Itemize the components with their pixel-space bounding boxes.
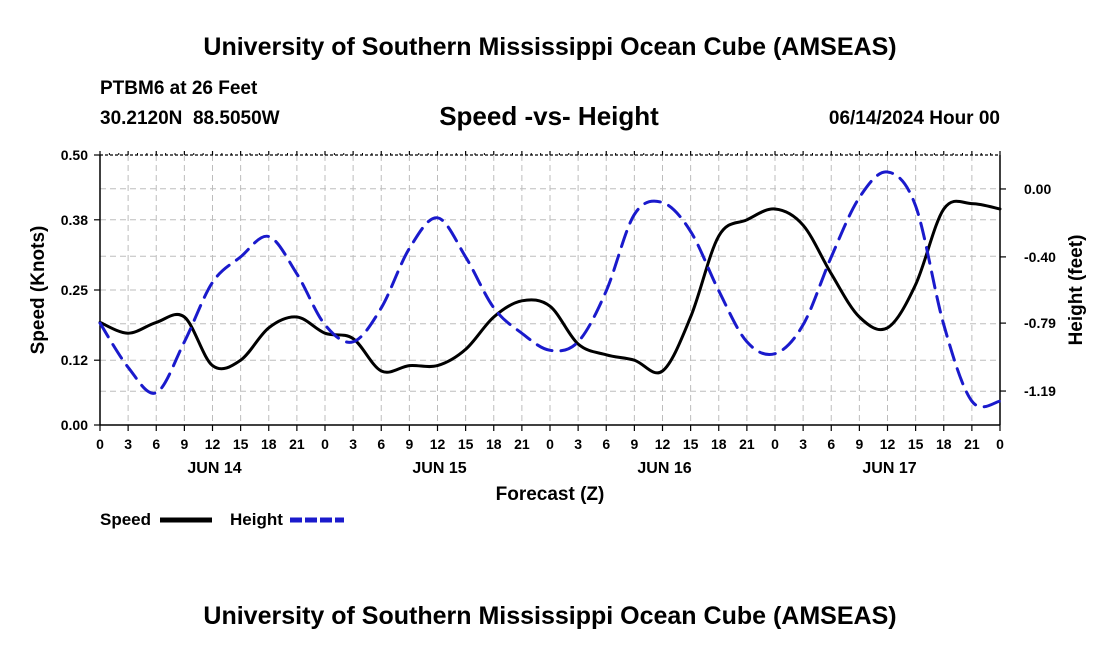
x-tick-label: 15 <box>683 436 699 452</box>
tick-marks <box>94 151 1006 431</box>
x-tick-label: 9 <box>630 436 638 452</box>
x-axis-label: Forecast (Z) <box>496 484 605 505</box>
series-line-speed <box>98 199 1002 375</box>
grid-lines <box>100 155 1000 425</box>
day-label: JUN 17 <box>862 460 916 477</box>
day-label: JUN 15 <box>412 460 466 477</box>
x-tick-label: 0 <box>996 436 1004 452</box>
x-tick-label: 15 <box>908 436 924 452</box>
x-tick-label: 3 <box>124 436 132 452</box>
legend-speed-label: Speed <box>100 510 151 529</box>
y-right-tick-label: -1.19 <box>1024 383 1056 399</box>
x-tick-label: 21 <box>514 436 530 452</box>
y-left-tick-label: 0.50 <box>61 147 88 163</box>
legend: Speed Height <box>100 510 344 529</box>
x-tick-label: 12 <box>205 436 221 452</box>
y-right-tick-label: -0.40 <box>1024 249 1056 265</box>
x-tick-label: 9 <box>405 436 413 452</box>
x-tick-label: 15 <box>458 436 474 452</box>
x-tick-label: 21 <box>964 436 980 452</box>
x-tick-label: 12 <box>430 436 446 452</box>
x-tick-label: 18 <box>711 436 727 452</box>
x-tick-label: 0 <box>771 436 779 452</box>
y-left-tick-label: 0.12 <box>61 352 88 368</box>
location-label: 30.2120N 88.5050W <box>100 108 280 129</box>
chart-subtitle: Speed -vs- Height <box>439 101 659 131</box>
x-tick-label: 3 <box>349 436 357 452</box>
x-tick-label: 18 <box>486 436 502 452</box>
y-left-axis-label: Speed (Knots) <box>28 226 49 355</box>
y-left-tick-label: 0.00 <box>61 417 88 433</box>
legend-height-label: Height <box>230 510 283 529</box>
y-right-tick-label: 0.00 <box>1024 181 1051 197</box>
x-tick-label: 6 <box>827 436 835 452</box>
x-tick-label: 6 <box>602 436 610 452</box>
x-tick-label: 21 <box>289 436 305 452</box>
y-right-tick-label: -0.79 <box>1024 315 1056 331</box>
x-tick-label: 0 <box>546 436 554 452</box>
x-tick-label: 6 <box>377 436 385 452</box>
x-tick-label: 18 <box>936 436 952 452</box>
y-left-tick-label: 0.38 <box>61 212 88 228</box>
series-line-height <box>98 170 1002 409</box>
x-tick-label: 18 <box>261 436 277 452</box>
x-tick-label: 3 <box>799 436 807 452</box>
x-tick-label: 6 <box>152 436 160 452</box>
station-label: PTBM6 at 26 Feet <box>100 78 258 99</box>
series-lines <box>98 170 1002 409</box>
day-label: JUN 14 <box>187 460 241 477</box>
y-right-axis-label: Height (feet) <box>1066 235 1087 346</box>
y-left-tick-labels: 0.00 0.12 0.25 0.38 0.50 <box>61 147 88 433</box>
x-tick-label: 0 <box>321 436 329 452</box>
x-tick-label: 3 <box>574 436 582 452</box>
x-tick-label: 15 <box>233 436 249 452</box>
datetime-label: 06/14/2024 Hour 00 <box>829 108 1000 129</box>
x-tick-label: 21 <box>739 436 755 452</box>
footer-title: University of Southern Mississippi Ocean… <box>203 602 896 630</box>
x-tick-label: 0 <box>96 436 104 452</box>
x-tick-label: 12 <box>655 436 671 452</box>
x-tick-label: 12 <box>880 436 896 452</box>
chart-title: University of Southern Mississippi Ocean… <box>203 33 896 61</box>
y-right-tick-labels: 0.00 -0.40 -0.79 -1.19 <box>1024 181 1056 399</box>
x-tick-labels: 0 3 6 9 12 15 18 21 0 3 6 9 12 15 18 21 0 3 6 9 12 15 18 21 0 3 6 9… <box>96 436 1004 452</box>
x-tick-label: 9 <box>180 436 188 452</box>
day-label: JUN 16 <box>637 460 691 477</box>
x-tick-label: 9 <box>855 436 863 452</box>
day-labels: JUN 14 JUN 15 JUN 16 JUN 17 <box>187 460 916 477</box>
y-left-tick-label: 0.25 <box>61 282 88 298</box>
